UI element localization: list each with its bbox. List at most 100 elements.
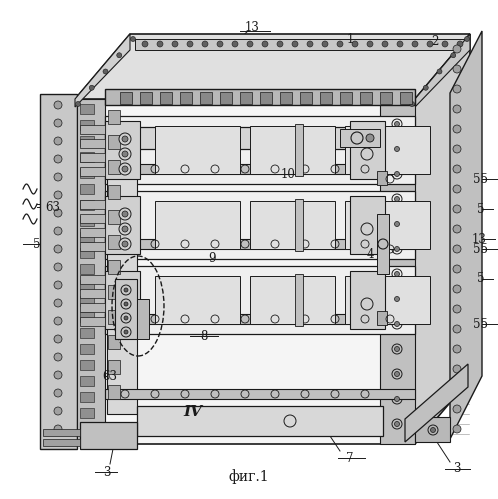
Polygon shape: [43, 429, 80, 436]
Circle shape: [453, 285, 461, 293]
Circle shape: [117, 53, 122, 58]
Bar: [220, 92, 232, 104]
Circle shape: [202, 41, 208, 47]
Circle shape: [122, 241, 128, 247]
Circle shape: [119, 133, 131, 145]
Polygon shape: [450, 31, 482, 439]
Bar: [300, 92, 312, 104]
Bar: [377, 171, 387, 185]
Text: 55: 55: [474, 243, 489, 255]
Circle shape: [453, 405, 461, 413]
Text: 2: 2: [431, 34, 439, 47]
Bar: [105, 314, 415, 324]
Bar: [105, 389, 415, 399]
Circle shape: [453, 105, 461, 113]
Circle shape: [54, 317, 62, 325]
Circle shape: [54, 425, 62, 433]
Circle shape: [453, 165, 461, 173]
Polygon shape: [80, 289, 105, 298]
Bar: [345, 201, 430, 249]
Circle shape: [453, 325, 461, 333]
Bar: [105, 196, 140, 254]
Circle shape: [394, 371, 399, 377]
Circle shape: [453, 425, 461, 433]
Circle shape: [307, 41, 313, 47]
Circle shape: [394, 197, 399, 202]
Circle shape: [366, 134, 374, 142]
Circle shape: [453, 225, 461, 233]
Circle shape: [453, 145, 461, 153]
Circle shape: [465, 36, 470, 41]
Bar: [80, 344, 94, 354]
Bar: [105, 266, 415, 334]
Bar: [415, 417, 450, 442]
Polygon shape: [77, 99, 105, 444]
Text: 63: 63: [45, 201, 60, 214]
Circle shape: [122, 226, 128, 232]
Polygon shape: [80, 125, 105, 134]
Bar: [345, 276, 430, 324]
Circle shape: [54, 299, 62, 307]
Bar: [80, 184, 94, 194]
Circle shape: [262, 41, 268, 47]
Bar: [80, 216, 94, 226]
Bar: [105, 271, 140, 329]
Bar: [137, 299, 149, 339]
Text: IV: IV: [183, 405, 203, 419]
Polygon shape: [75, 34, 470, 99]
Circle shape: [292, 41, 298, 47]
Circle shape: [453, 345, 461, 353]
Circle shape: [124, 330, 128, 334]
Bar: [400, 92, 412, 104]
Text: 55: 55: [474, 317, 489, 330]
Circle shape: [394, 346, 399, 351]
Circle shape: [76, 101, 81, 106]
Polygon shape: [80, 275, 105, 284]
Circle shape: [453, 85, 461, 93]
Bar: [80, 200, 94, 210]
Circle shape: [394, 121, 399, 127]
Circle shape: [247, 41, 253, 47]
Circle shape: [54, 335, 62, 343]
Circle shape: [409, 101, 414, 106]
Circle shape: [394, 296, 399, 301]
Bar: [155, 276, 240, 324]
Circle shape: [394, 271, 399, 276]
Polygon shape: [75, 99, 415, 444]
Bar: [80, 392, 94, 402]
Bar: [108, 160, 120, 174]
Circle shape: [423, 85, 428, 90]
Bar: [80, 104, 94, 114]
Circle shape: [124, 316, 128, 320]
Polygon shape: [80, 167, 105, 176]
Circle shape: [54, 209, 62, 217]
Bar: [377, 311, 387, 325]
Bar: [80, 328, 94, 338]
Circle shape: [119, 283, 131, 295]
Circle shape: [394, 422, 399, 427]
Bar: [350, 271, 385, 329]
Bar: [80, 152, 94, 162]
Bar: [295, 199, 303, 251]
Bar: [360, 92, 372, 104]
Text: 13: 13: [245, 20, 259, 33]
Bar: [80, 376, 94, 386]
Circle shape: [453, 385, 461, 393]
Circle shape: [54, 407, 62, 415]
Bar: [350, 196, 385, 254]
Bar: [108, 385, 120, 399]
Bar: [80, 280, 94, 290]
Polygon shape: [80, 228, 105, 237]
Bar: [155, 201, 240, 249]
Bar: [105, 116, 415, 184]
Circle shape: [187, 41, 193, 47]
Circle shape: [352, 41, 358, 47]
Bar: [250, 126, 335, 174]
Circle shape: [427, 41, 433, 47]
Polygon shape: [80, 317, 105, 326]
Bar: [105, 164, 415, 174]
Circle shape: [412, 41, 418, 47]
Text: 5: 5: [477, 272, 485, 285]
Bar: [160, 92, 172, 104]
Circle shape: [453, 245, 461, 253]
